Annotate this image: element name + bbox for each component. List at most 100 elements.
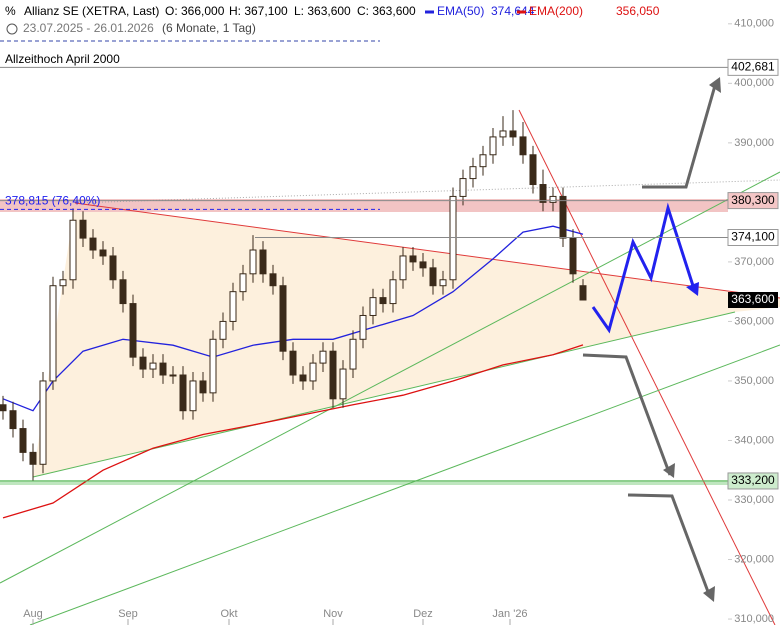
trend-line — [74, 179, 780, 204]
candle-body — [469, 166, 477, 180]
legend-name: EMA(50) — [437, 4, 484, 18]
candle-body — [499, 130, 507, 138]
x-tick-label: Aug — [23, 608, 43, 620]
ema-line — [2, 344, 584, 519]
x-tick-label: Nov — [323, 608, 343, 620]
candle-body — [489, 136, 497, 156]
candle-body — [319, 350, 327, 364]
period: 23.07.2025 - 26.01.2026 — [23, 21, 154, 35]
candle-body — [149, 362, 157, 370]
x-tick-label: Dez — [413, 608, 433, 620]
y-tick-label: 400,000 — [734, 77, 774, 89]
x-tick-label: Jan '26 — [492, 608, 527, 620]
candle-body — [459, 178, 467, 197]
trend-line — [0, 171, 780, 584]
y-tick-label: 340,000 — [734, 434, 774, 446]
candle-body — [159, 362, 167, 376]
trend-line — [29, 344, 780, 626]
candle-body — [229, 291, 237, 322]
candle-body — [0, 404, 7, 412]
candle-body — [399, 255, 407, 281]
y-tick-label: 390,000 — [734, 137, 774, 149]
candle-body — [139, 356, 147, 370]
candle-body — [239, 273, 247, 293]
candle-body — [369, 297, 377, 316]
ohlc-label: L: 363,600 — [294, 4, 351, 18]
ohlc-label: C: 363,600 — [357, 4, 416, 18]
y-tick-label: 360,000 — [734, 315, 774, 327]
candle-body — [69, 219, 77, 281]
arrow — [582, 353, 672, 476]
candle-body — [509, 130, 517, 138]
ohlc-label: H: 367,100 — [229, 4, 288, 18]
candle-body — [269, 273, 277, 287]
candle-body — [279, 285, 287, 352]
candle-body — [439, 279, 447, 287]
candle-body — [359, 314, 367, 340]
candle-body — [379, 297, 387, 305]
arrow-head — [709, 77, 721, 93]
support-band — [0, 480, 728, 485]
fib-label: 378,815 (76,40%) — [5, 194, 100, 208]
level-label: 380,300 — [731, 193, 775, 207]
candle-body — [179, 374, 187, 412]
candle-body — [9, 410, 17, 430]
candle-body — [419, 261, 427, 269]
last-price-box — [728, 292, 778, 308]
candle-body — [329, 350, 337, 400]
candle-body — [449, 195, 457, 281]
level-label: 402,681 — [731, 60, 775, 74]
y-tick-label: 350,000 — [734, 375, 774, 387]
y-tick-label: 320,000 — [734, 553, 774, 565]
candle-body — [219, 320, 227, 340]
candle-body — [119, 279, 127, 305]
candle-body — [19, 428, 27, 453]
candle-body — [559, 195, 567, 239]
y-tick-label: 310,000 — [734, 613, 774, 625]
triangle-shade — [33, 203, 780, 477]
candle-body — [129, 303, 137, 358]
x-tick-label: Okt — [220, 608, 237, 620]
candle-body — [289, 350, 297, 376]
last-price-label: 363,600 — [731, 292, 775, 306]
candle-body — [39, 380, 47, 465]
candle-body — [569, 237, 577, 275]
arrow-head — [686, 282, 699, 296]
title: Allianz SE (XETRA, Last) — [24, 4, 159, 18]
legend-value: 374,644 — [491, 4, 535, 18]
candle-body — [579, 285, 587, 301]
candle-body — [389, 279, 397, 305]
y-tick-label: 410,000 — [734, 18, 774, 30]
legend-name: EMA(200) — [529, 4, 583, 18]
clock-icon — [6, 23, 18, 35]
level-box — [727, 229, 779, 246]
candle-body — [79, 219, 87, 239]
annotation: Allzeithoch April 2000 — [5, 52, 120, 66]
candle-body — [89, 237, 97, 251]
arrow-head — [703, 586, 715, 602]
candle-body — [519, 136, 527, 156]
trend-line — [518, 109, 776, 626]
candle-body — [169, 374, 177, 377]
x-tick-label: Sep — [118, 608, 138, 620]
candle-body — [339, 368, 347, 400]
candle-body — [29, 451, 37, 465]
candle-body — [49, 285, 57, 382]
plot — [0, 110, 587, 519]
candle-body — [409, 255, 417, 263]
candle-body — [429, 267, 437, 287]
ema-line — [2, 225, 584, 412]
icon: % — [5, 4, 16, 18]
arrow — [627, 493, 712, 598]
candle-body — [109, 255, 117, 281]
level-label: 374,100 — [731, 230, 775, 244]
y-tick-label: 330,000 — [734, 494, 774, 506]
level-box — [727, 58, 779, 76]
candle-body — [299, 374, 307, 382]
candle-body — [259, 249, 267, 275]
ohlc-label: O: 366,000 — [165, 4, 225, 18]
candle-body — [549, 195, 557, 203]
level-box — [727, 192, 779, 210]
candle-body — [59, 279, 67, 287]
